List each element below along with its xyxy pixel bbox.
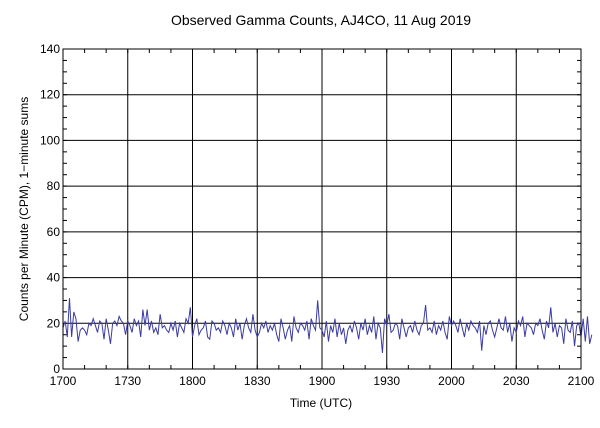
x-axis-label: Time (UTC) [290,396,352,410]
x-tick-label: 1830 [244,374,271,388]
y-tick-label: 120 [40,88,60,102]
x-tick-label: 1730 [114,374,141,388]
x-tick-label: 1900 [309,374,336,388]
x-tick-label: 1800 [179,374,206,388]
x-tick-label: 2030 [503,374,530,388]
x-tick-label: 2000 [438,374,465,388]
y-tick-label: 40 [47,271,61,285]
chart-title: Observed Gamma Counts, AJ4CO, 11 Aug 201… [171,12,471,28]
y-tick-label: 0 [53,362,60,376]
series-line [62,298,593,354]
y-tick-label: 140 [40,42,60,56]
x-tick-label: 1700 [50,374,77,388]
x-tick-label: 2100 [568,374,595,388]
plot-frame [62,48,582,370]
x-tick-label: 1930 [373,374,400,388]
y-tick-label: 80 [47,179,61,193]
y-axis-label: Counts per Minute (CPM), 1−minute sums [17,97,31,321]
y-tick-label: 20 [47,316,61,330]
y-tick-label: 100 [40,133,60,147]
y-tick-label: 60 [47,225,61,239]
